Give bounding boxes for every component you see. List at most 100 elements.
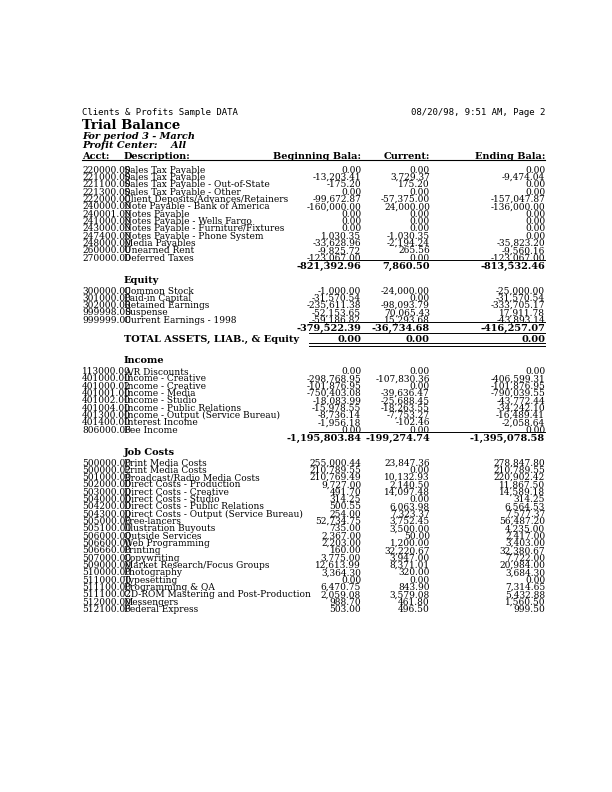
Text: -36,734.68: -36,734.68 — [371, 325, 430, 333]
Text: Fee Income: Fee Income — [124, 425, 177, 435]
Text: -199,274.74: -199,274.74 — [365, 434, 430, 444]
Text: 0.00: 0.00 — [341, 210, 361, 219]
Text: Income - Studio: Income - Studio — [124, 396, 196, 406]
Text: 3,403.00: 3,403.00 — [505, 539, 545, 548]
Text: 511100.00: 511100.00 — [82, 583, 131, 592]
Text: -9,474.04: -9,474.04 — [502, 173, 545, 182]
Text: 160.00: 160.00 — [329, 546, 361, 555]
Text: -52,153.65: -52,153.65 — [312, 309, 361, 318]
Text: 502000.00: 502000.00 — [82, 481, 131, 489]
Text: -123,067.00: -123,067.00 — [307, 253, 361, 263]
Text: Sales Tax Payable - Other: Sales Tax Payable - Other — [124, 188, 241, 196]
Text: 0.00: 0.00 — [409, 188, 430, 196]
Text: 401004.00: 401004.00 — [82, 404, 131, 413]
Text: -31,570.54: -31,570.54 — [312, 294, 361, 303]
Text: 511000.00: 511000.00 — [82, 576, 131, 584]
Text: 0.00: 0.00 — [341, 224, 361, 234]
Text: 500000.02: 500000.02 — [82, 466, 131, 475]
Text: Clients & Profits Sample DATA: Clients & Profits Sample DATA — [82, 109, 238, 117]
Text: 504000.00: 504000.00 — [82, 495, 131, 504]
Text: 52,734.75: 52,734.75 — [315, 517, 361, 526]
Text: 23,847.36: 23,847.36 — [384, 459, 430, 467]
Text: 0.00: 0.00 — [409, 166, 430, 175]
Text: 999998.00: 999998.00 — [82, 309, 131, 318]
Text: For period 3 - March: For period 3 - March — [82, 131, 195, 141]
Text: 278,847.80: 278,847.80 — [493, 459, 545, 467]
Text: 0.00: 0.00 — [409, 495, 430, 504]
Text: 501000.00: 501000.00 — [82, 473, 131, 482]
Text: 496.50: 496.50 — [398, 605, 430, 614]
Text: 1,030.35: 1,030.35 — [321, 231, 361, 241]
Text: 0.00: 0.00 — [409, 224, 430, 234]
Text: TOTAL ASSETS, LIAB., & Equity: TOTAL ASSETS, LIAB., & Equity — [124, 335, 299, 345]
Text: -16,489.41: -16,489.41 — [496, 411, 545, 420]
Text: Federal Express: Federal Express — [124, 605, 198, 614]
Text: Notes Payable - Phone System: Notes Payable - Phone System — [124, 231, 263, 241]
Text: 210,789.55: 210,789.55 — [309, 466, 361, 475]
Text: 511100.02: 511100.02 — [82, 590, 131, 600]
Text: 988.70: 988.70 — [329, 597, 361, 607]
Text: Broadcast/Radio Media Costs: Broadcast/Radio Media Costs — [124, 473, 259, 482]
Text: Outside Services: Outside Services — [124, 531, 201, 541]
Text: Income - Output (Service Bureau): Income - Output (Service Bureau) — [124, 411, 280, 420]
Text: -39,636.47: -39,636.47 — [381, 389, 430, 398]
Text: Typesetting: Typesetting — [124, 576, 178, 584]
Text: 20,984.00: 20,984.00 — [499, 561, 545, 570]
Text: -18,083.99: -18,083.99 — [312, 396, 361, 406]
Text: 0.00: 0.00 — [409, 576, 430, 584]
Text: -821,392.96: -821,392.96 — [296, 262, 361, 271]
Text: 0.00: 0.00 — [409, 367, 430, 376]
Text: 5,432.88: 5,432.88 — [505, 590, 545, 600]
Text: 503000.00: 503000.00 — [82, 488, 131, 497]
Text: 210,769.49: 210,769.49 — [310, 473, 361, 482]
Text: 491.70: 491.70 — [329, 488, 361, 497]
Text: 220,902.42: 220,902.42 — [494, 473, 545, 482]
Text: -33,628.96: -33,628.96 — [313, 239, 361, 248]
Text: Copywriting: Copywriting — [124, 554, 181, 562]
Text: 3,364.30: 3,364.30 — [321, 569, 361, 577]
Text: 1,200.00: 1,200.00 — [390, 539, 430, 548]
Text: Sales Tax Payable - Out-of-State: Sales Tax Payable - Out-of-State — [124, 181, 270, 189]
Text: 506600.00: 506600.00 — [82, 539, 131, 548]
Text: 221000.00: 221000.00 — [82, 173, 131, 182]
Text: 999999.00: 999999.00 — [82, 316, 131, 325]
Text: -790,039.55: -790,039.55 — [490, 389, 545, 398]
Text: 0.00: 0.00 — [525, 188, 545, 196]
Text: -813,532.46: -813,532.46 — [480, 262, 545, 271]
Text: 500.55: 500.55 — [329, 502, 361, 512]
Text: 0.00: 0.00 — [409, 294, 430, 303]
Text: -98,093.79: -98,093.79 — [381, 301, 430, 310]
Text: Ending Bala:: Ending Bala: — [475, 152, 545, 161]
Text: Client Deposits/Advances/Retainers: Client Deposits/Advances/Retainers — [124, 195, 288, 204]
Text: -416,257.07: -416,257.07 — [480, 325, 545, 333]
Text: 500000.00: 500000.00 — [82, 459, 131, 467]
Text: Beginning Bala:: Beginning Bala: — [273, 152, 361, 161]
Text: 221100.00: 221100.00 — [82, 181, 131, 189]
Text: -9,825.72: -9,825.72 — [318, 246, 361, 255]
Text: 243000.00: 243000.00 — [82, 224, 131, 234]
Text: 241000.00: 241000.00 — [82, 217, 131, 226]
Text: -7,753.27: -7,753.27 — [387, 411, 430, 420]
Text: 300000.00: 300000.00 — [82, 287, 131, 295]
Text: -43,772.44: -43,772.44 — [496, 396, 545, 406]
Text: 314.25: 314.25 — [513, 495, 545, 504]
Text: 0.00: 0.00 — [341, 188, 361, 196]
Text: 254.00: 254.00 — [329, 510, 361, 519]
Text: -175.20: -175.20 — [326, 181, 361, 189]
Text: 8,371.01: 8,371.01 — [390, 561, 430, 570]
Text: -8,736.14: -8,736.14 — [318, 411, 361, 420]
Text: Profit Center:    All: Profit Center: All — [82, 141, 186, 150]
Text: 56,487.20: 56,487.20 — [499, 517, 545, 526]
Text: 24,000.00: 24,000.00 — [384, 203, 430, 211]
Text: 7,323.37: 7,323.37 — [390, 510, 430, 519]
Text: Print Media Costs: Print Media Costs — [124, 459, 207, 467]
Text: Free-lancers: Free-lancers — [124, 517, 182, 526]
Text: -298,768.95: -298,768.95 — [307, 375, 361, 383]
Text: -123,067.00: -123,067.00 — [491, 253, 545, 263]
Text: -101,876.95: -101,876.95 — [306, 382, 361, 390]
Text: 3,579.08: 3,579.08 — [390, 590, 430, 600]
Text: 2,367.00: 2,367.00 — [321, 531, 361, 541]
Text: -1,395,078.58: -1,395,078.58 — [470, 434, 545, 444]
Text: -406,599.31: -406,599.31 — [490, 375, 545, 383]
Text: Retained Earnings: Retained Earnings — [124, 301, 209, 310]
